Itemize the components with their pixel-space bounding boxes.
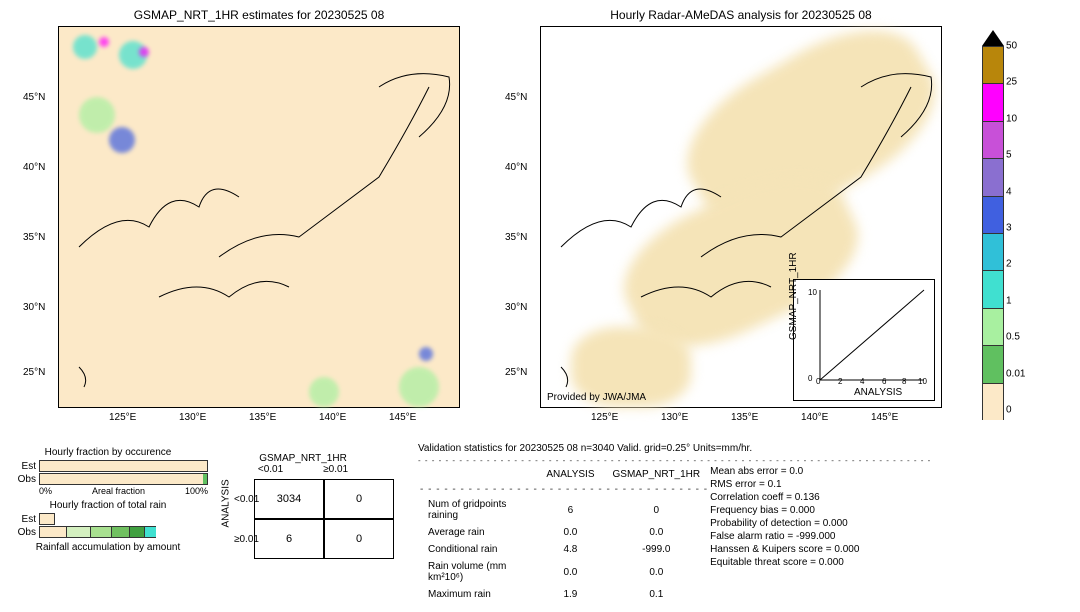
top-maps-row: GSMAP_NRT_1HR estimates for 20230525 08 … bbox=[8, 8, 1072, 428]
stats-scores: Mean abs error = 0.0RMS error = 0.1Corre… bbox=[710, 465, 950, 604]
amedas-panel: Hourly Radar-AMeDAS analysis for 2023052… bbox=[540, 8, 942, 428]
amedas-title: Hourly Radar-AMeDAS analysis for 2023052… bbox=[540, 8, 942, 22]
stats-panel: Validation statistics for 20230525 08 n=… bbox=[398, 443, 1072, 604]
bottom-row: Hourly fraction by occurence Est Obs 0%A… bbox=[8, 443, 1072, 604]
est-occurence-bar bbox=[39, 460, 208, 472]
obs-total-bar bbox=[39, 526, 156, 538]
gsmap-title: GSMAP_NRT_1HR estimates for 20230525 08 bbox=[58, 8, 460, 22]
coastline-svg bbox=[59, 27, 459, 407]
fraction-panel: Hourly fraction by occurence Est Obs 0%A… bbox=[8, 443, 208, 604]
gsmap-panel: GSMAP_NRT_1HR estimates for 20230525 08 … bbox=[58, 8, 460, 428]
attribution-text: Provided by JWA/JMA bbox=[547, 392, 646, 403]
colorbar: 502510543210.50.010 bbox=[982, 30, 1002, 410]
contingency-matrix: GSMAP_NRT_1HR <0.01≥0.01 ANALYSIS <0.01 … bbox=[218, 443, 388, 604]
amedas-map: Provided by JWA/JMA ANALYSIS GSMAP_NRT_1… bbox=[540, 26, 942, 408]
inset-scatter: ANALYSIS GSMAP_NRT_1HR 0 2 4 6 8 10 0 10 bbox=[793, 279, 935, 401]
gsmap-map: 25°N 30°N 35°N 40°N 45°N 125°E 130°E 135… bbox=[58, 26, 460, 408]
stats-table: ANALYSIS GSMAP_NRT_1HR - - - - - - - - -… bbox=[418, 465, 710, 604]
obs-occurence-bar bbox=[39, 473, 208, 485]
est-total-bar bbox=[39, 513, 55, 525]
